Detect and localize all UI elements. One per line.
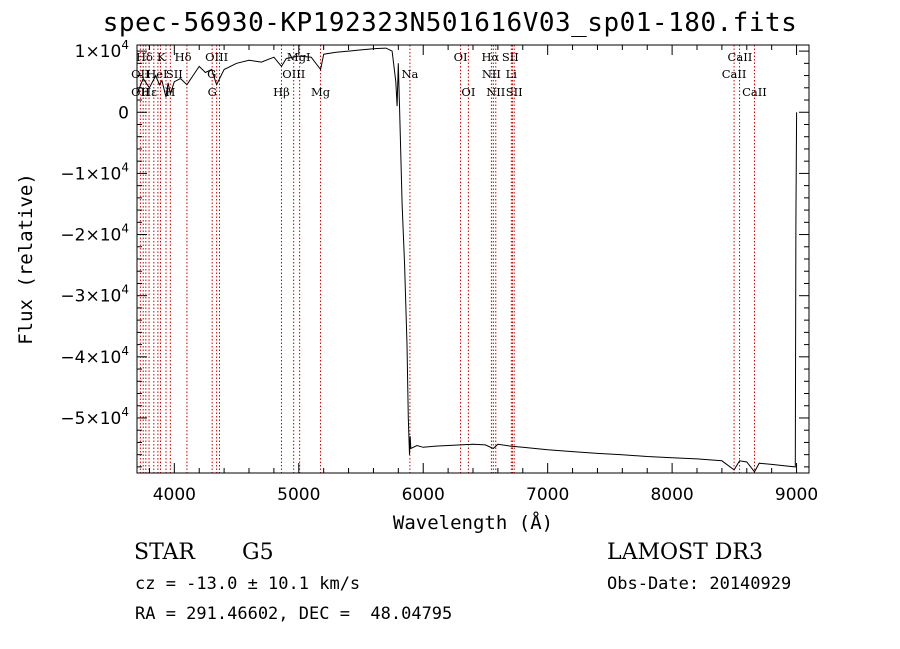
- line-label-9: OII: [131, 67, 150, 81]
- spectral-lines-layer: [139, 45, 755, 473]
- y-tick-label: −5×104: [60, 405, 129, 429]
- chart-title: spec-56930-KP192323N501616V03_sp01-180.f…: [102, 8, 798, 38]
- x-axis-label: Wavelength (Å): [393, 511, 553, 534]
- x-tick-label: 7000: [526, 485, 569, 505]
- line-label-19: Hε: [141, 85, 157, 99]
- x-tick-label: 5000: [277, 485, 320, 505]
- line-label-14: Na: [401, 67, 418, 81]
- line-label-23: Mg: [311, 85, 331, 99]
- y-tick-label: 1×104: [75, 38, 129, 62]
- line-label-1: K: [157, 50, 166, 64]
- line-label-5: OI: [454, 50, 468, 64]
- series-layer: [136, 47, 798, 473]
- y-tick-label: 0: [118, 103, 129, 123]
- line-label-2: Hδ: [175, 50, 192, 64]
- obs-date: Obs-Date: 20140929: [607, 574, 792, 594]
- x-tick-label: 9000: [775, 485, 818, 505]
- x-tick-label: 6000: [402, 485, 445, 505]
- y-tick-label: −4×104: [60, 344, 129, 368]
- plot-frame: [136, 44, 810, 474]
- line-label-26: SII: [506, 85, 523, 99]
- y-tick-label: −1×104: [60, 160, 129, 184]
- survey-name: LAMOST DR3: [607, 540, 763, 565]
- line-label-6: Hα: [482, 50, 500, 64]
- redshift-cz: cz = -13.0 ± 10.1 km/s: [135, 574, 361, 594]
- y-axis-label: Flux (relative): [15, 173, 37, 345]
- line-label-8: CaII: [728, 50, 753, 64]
- line-label-17: CaII: [722, 67, 747, 81]
- x-tick-label: 4000: [153, 485, 196, 505]
- line-label-13: OIII: [282, 67, 305, 81]
- line-label-18: OII: [131, 85, 150, 99]
- line-label-20: H: [165, 85, 175, 99]
- line-label-7: SII: [502, 50, 519, 64]
- ticks-layer: 4000 5000 6000 7000 8000 9000 1×104 0 −1×104 −2×1…: [60, 38, 818, 505]
- y-tick-label: −2×104: [60, 222, 129, 246]
- ra-dec: RA = 291.46602, DEC = 48.04795: [135, 604, 453, 624]
- object-class: STAR: [134, 540, 195, 565]
- line-label-0: Hδ: [136, 50, 153, 64]
- line-label-11: SII: [166, 67, 183, 81]
- line-label-12: G: [207, 67, 216, 81]
- series-line-spectrum: [136, 47, 798, 473]
- line-label-15: NII: [482, 67, 501, 81]
- line-label-21: G: [208, 85, 217, 99]
- line-label-10: HeI: [146, 67, 167, 81]
- line-label-16: Li: [506, 67, 518, 81]
- line-label-24: OI: [461, 85, 475, 99]
- y-tick-label: −3×104: [60, 283, 129, 307]
- line-label-27: CaII: [742, 85, 767, 99]
- x-tick-label: 8000: [650, 485, 693, 505]
- line-label-4: MgI: [287, 50, 311, 64]
- line-label-25: NII: [486, 85, 505, 99]
- object-subclass: G5: [242, 540, 274, 565]
- line-label-22: Hβ: [273, 85, 290, 99]
- line-label-3: OIII: [205, 50, 228, 64]
